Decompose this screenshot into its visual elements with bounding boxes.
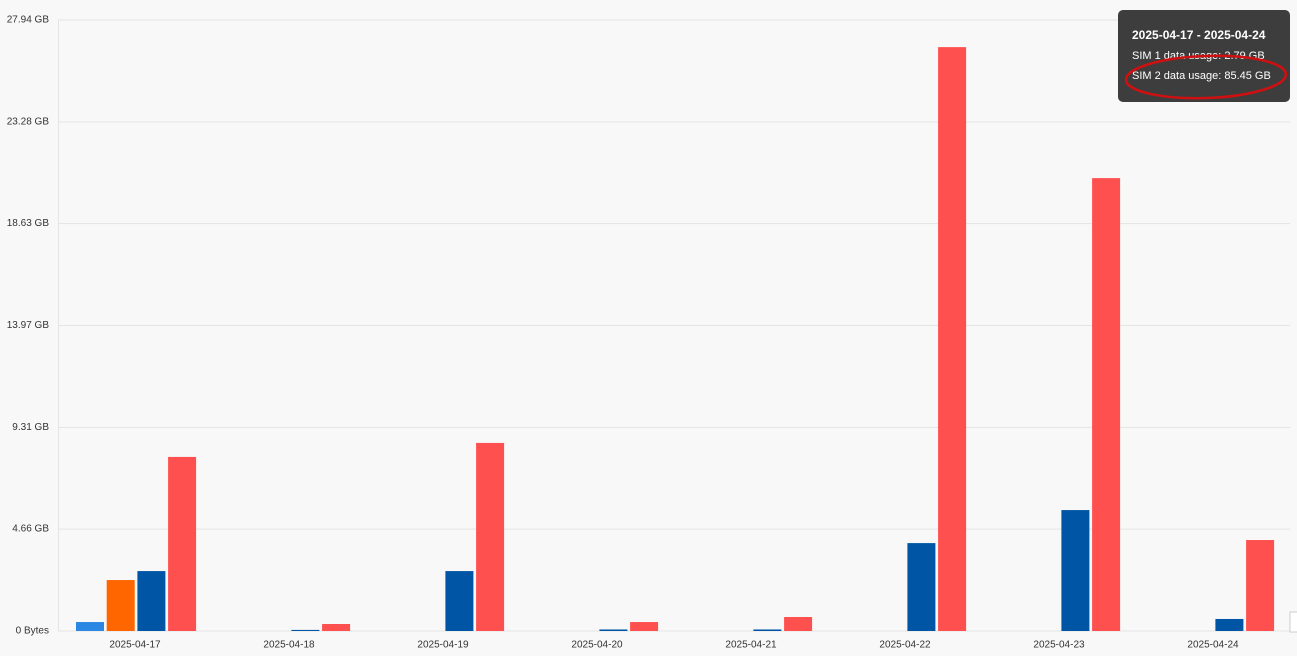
bar bbox=[1246, 540, 1275, 631]
x-tick-label: 2025-04-22 bbox=[879, 640, 931, 651]
y-tick-label: 27.94 GB bbox=[7, 15, 50, 26]
highlight-ellipse bbox=[1124, 54, 1288, 100]
x-tick-label: 2025-04-18 bbox=[263, 640, 315, 651]
x-tick-label: 2025-04-24 bbox=[1187, 640, 1239, 651]
y-tick-label: 23.28 GB bbox=[7, 117, 50, 128]
bar bbox=[291, 629, 320, 631]
y-tick-label: 4.66 GB bbox=[12, 524, 49, 535]
bar bbox=[76, 622, 104, 631]
x-tick-label: 2025-04-21 bbox=[725, 640, 777, 651]
bar bbox=[630, 622, 659, 631]
x-tick-label: 2025-04-19 bbox=[417, 640, 469, 651]
bar bbox=[753, 629, 782, 631]
bar bbox=[907, 543, 936, 631]
y-tick-label: 9.31 GB bbox=[12, 422, 49, 433]
bar bbox=[599, 629, 628, 631]
bar bbox=[1215, 618, 1244, 631]
x-tick-label: 2025-04-23 bbox=[1033, 640, 1085, 651]
tooltip: 2025-04-17 - 2025-04-24 SIM 1 data usage… bbox=[1118, 10, 1290, 102]
plot: 0 Bytes 4.66 GB 9.31 GB 13.97 GB 18.63 GB 23.… bbox=[7, 15, 1290, 651]
bar bbox=[1092, 178, 1121, 631]
bar bbox=[322, 624, 351, 631]
bar bbox=[784, 617, 813, 631]
y-tick-label: 13.97 GB bbox=[7, 320, 50, 331]
bar bbox=[106, 580, 135, 631]
x-tick-label: 2025-04-20 bbox=[571, 640, 623, 651]
tooltip-title: 2025-04-17 - 2025-04-24 bbox=[1132, 28, 1266, 42]
bar bbox=[1061, 510, 1090, 631]
bar bbox=[938, 47, 967, 631]
bar bbox=[476, 442, 505, 631]
y-tick-label: 0 Bytes bbox=[16, 626, 49, 637]
x-tick-label: 2025-04-17 bbox=[109, 640, 161, 651]
bar bbox=[445, 571, 474, 631]
scroll-handle bbox=[1289, 611, 1297, 633]
bar bbox=[137, 571, 166, 631]
y-tick-label: 18.63 GB bbox=[7, 218, 50, 229]
bar bbox=[168, 456, 197, 631]
tooltip-line: SIM 2 data usage: 85.45 GB bbox=[1132, 70, 1271, 82]
